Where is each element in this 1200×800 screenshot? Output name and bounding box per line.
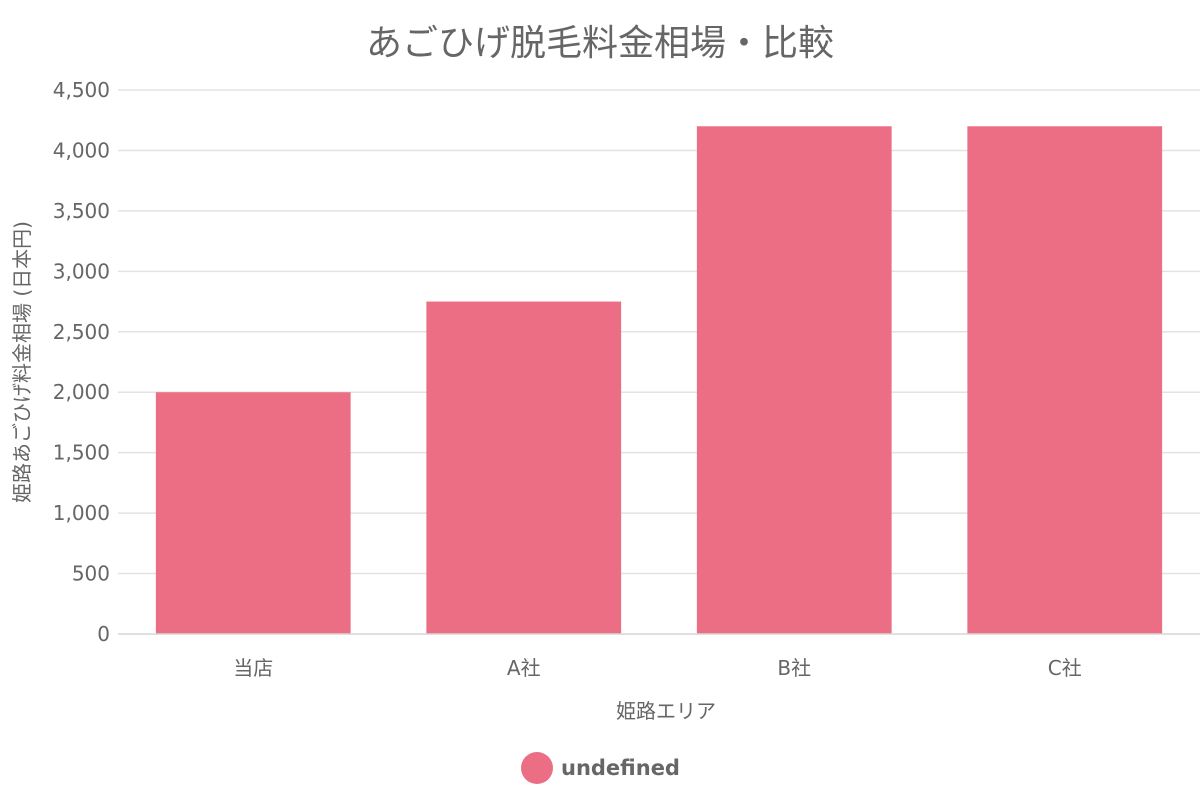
bar-3[interactable]	[696, 126, 892, 635]
y-tick-label: 1,000	[53, 501, 110, 525]
x-tick-label: 当店	[233, 656, 273, 680]
y-tick-label: 2,500	[53, 320, 110, 344]
legend-label: undefined	[561, 756, 680, 780]
bar-2[interactable]	[426, 301, 622, 634]
y-tick-label: 4,500	[53, 78, 110, 102]
x-tick-label: C社	[1048, 656, 1082, 680]
legend[interactable]: undefined	[521, 752, 680, 784]
y-tick-label: 3,500	[53, 199, 110, 223]
y-tick-label: 2,000	[53, 380, 110, 404]
x-tick-label: B社	[777, 656, 811, 680]
y-axis-title: 姫路あごひげ料金相場 (日本円)	[10, 221, 34, 503]
y-tick-label: 500	[72, 562, 110, 586]
bars	[155, 126, 1163, 635]
legend-swatch	[521, 752, 553, 784]
bar-4[interactable]	[967, 126, 1163, 635]
y-tick-label: 1,500	[53, 441, 110, 465]
x-tick-label: A社	[507, 656, 541, 680]
y-tick-label: 3,000	[53, 259, 110, 283]
y-axis-ticks: 0 500 1,000 1,500 2,000 2,500 3,000 3,500 4,000 4…	[53, 78, 110, 646]
bar-1[interactable]	[155, 392, 351, 634]
y-tick-label: 4,000	[53, 138, 110, 162]
chart-title: あごひげ脱毛料金相場・比較	[366, 23, 834, 64]
x-axis-ticks: 当店 A社 B社 C社	[233, 656, 1081, 680]
y-tick-label: 0	[97, 622, 110, 646]
x-axis-title: 姫路エリア	[616, 699, 716, 723]
